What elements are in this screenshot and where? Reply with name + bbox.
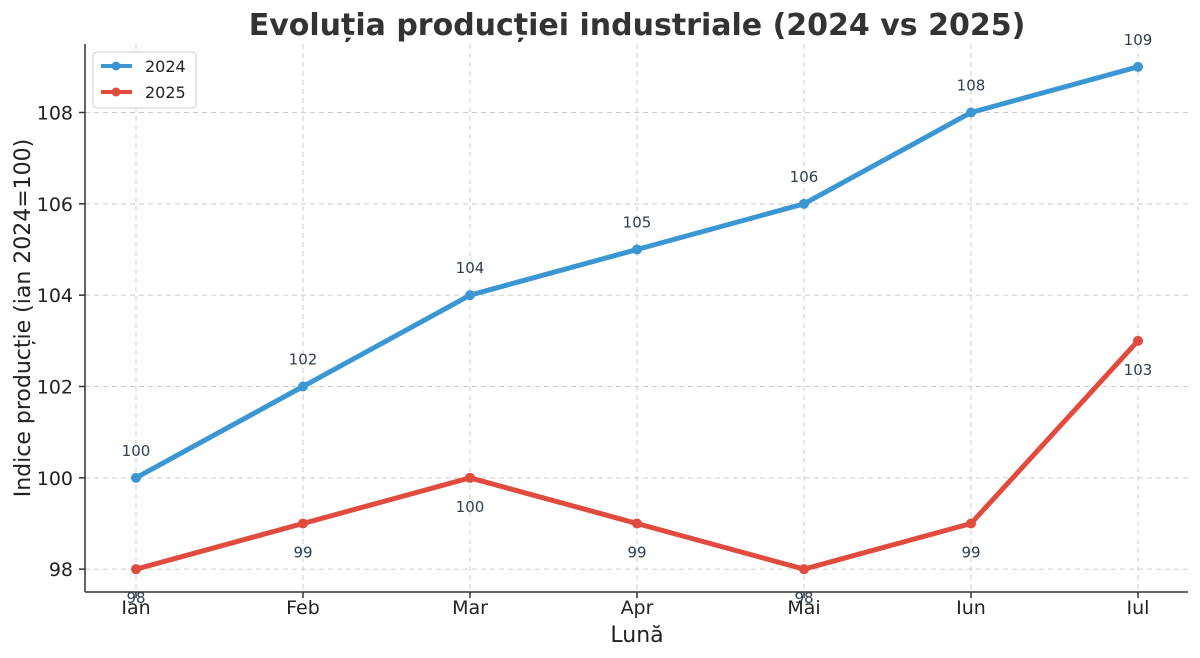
grid: [85, 44, 1188, 592]
data-point-2024-feb: [298, 381, 308, 392]
data-point-2024-mai: [799, 198, 809, 209]
legend: 2024 2025: [92, 51, 197, 109]
data-label-2025-mar: 100: [456, 498, 485, 516]
legend-marker-2025: [111, 87, 121, 97]
data-label-2024-apr: 105: [623, 214, 652, 232]
data-label-2025-feb: 99: [293, 544, 312, 562]
data-point-2024-iun: [966, 107, 976, 118]
x-tick-label-ian: Ian: [121, 597, 150, 619]
x-tick-label-feb: Feb: [286, 597, 320, 619]
y-tick-label-106: 106: [37, 194, 73, 216]
y-tick-label-98: 98: [49, 559, 73, 581]
data-point-2024-iul: [1133, 61, 1143, 72]
series-lines: [131, 61, 1143, 575]
data-label-2024-ian: 100: [122, 442, 151, 460]
x-tick-label-iul: Iul: [1127, 597, 1150, 619]
y-axis-label: Indice producție (ian 2024=100): [11, 139, 36, 498]
data-point-2025-feb: [298, 518, 308, 529]
axes: 98 100 102 104 106 108 Ian Feb Mar Apr Mai Iun Iul: [37, 44, 1188, 619]
data-point-2025-iun: [966, 518, 976, 529]
data-point-2025-ian: [131, 564, 141, 575]
x-tick-label-iun: Iun: [956, 597, 986, 619]
data-label-2025-iun: 99: [961, 544, 980, 562]
data-label-2024-iun: 108: [957, 77, 986, 95]
y-tick-label-104: 104: [37, 285, 73, 307]
data-label-2025-mai: 98: [794, 589, 813, 607]
y-tick-label-100: 100: [37, 468, 73, 490]
data-point-2025-apr: [632, 518, 642, 529]
data-point-2025-mai: [799, 564, 809, 575]
data-label-2024-mar: 104: [456, 259, 485, 277]
data-point-2025-iul: [1133, 335, 1143, 346]
data-label-2024-mai: 106: [790, 168, 819, 186]
legend-label-2025: 2025: [145, 83, 186, 102]
data-point-2024-ian: [131, 472, 141, 483]
data-label-2024-iul: 109: [1124, 31, 1153, 49]
data-point-2024-apr: [632, 244, 642, 255]
y-tick-label-108: 108: [37, 103, 73, 125]
data-label-2025-apr: 99: [627, 544, 646, 562]
x-tick-label-apr: Apr: [621, 597, 654, 619]
data-label-2024-feb: 102: [289, 351, 318, 369]
x-tick-label-mai: Mai: [787, 597, 820, 619]
chart-title: Evoluția producției industriale (2024 vs…: [249, 8, 1026, 43]
x-tick-label-mar: Mar: [452, 597, 488, 619]
y-tick-label-102: 102: [37, 377, 73, 399]
data-label-2025-iul: 103: [1124, 361, 1153, 379]
legend-marker-2024: [111, 61, 121, 71]
data-label-2025-ian: 98: [126, 589, 145, 607]
legend-label-2024: 2024: [145, 57, 186, 76]
data-labels: 100 102 104 105 106 108 109 98 99 100 99 98 99 103: [122, 31, 1153, 607]
data-point-2024-mar: [465, 290, 475, 301]
x-axis-label: Lună: [610, 623, 663, 648]
data-point-2025-mar: [465, 472, 475, 483]
